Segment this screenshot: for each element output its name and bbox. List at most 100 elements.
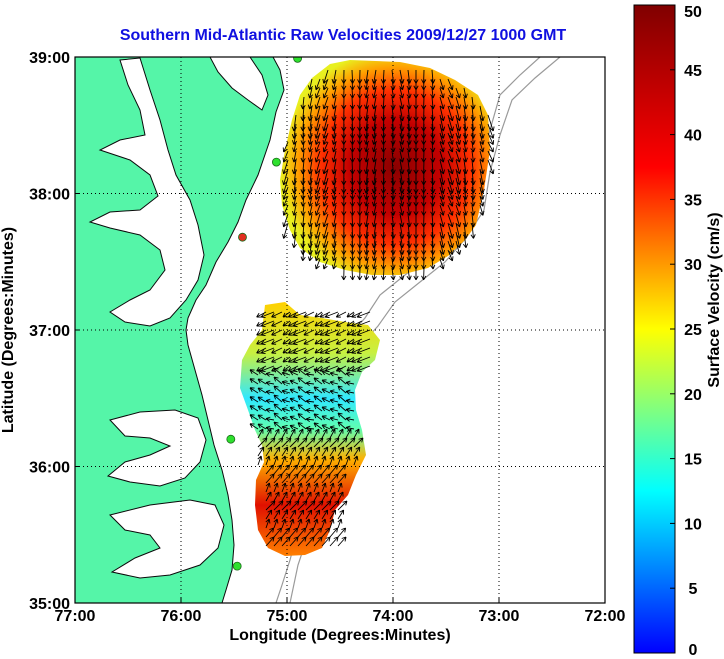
- velocity-arrow: [257, 428, 264, 439]
- velocity-arrow: [273, 376, 283, 385]
- velocity-arrow: [447, 150, 454, 163]
- velocity-arrow: [455, 213, 462, 228]
- velocity-arrow: [305, 464, 315, 475]
- velocity-arrow: [439, 213, 445, 228]
- velocity-arrow: [289, 509, 297, 520]
- velocity-arrow: [319, 329, 331, 336]
- velocity-arrow: [249, 387, 259, 394]
- velocity-arrow: [297, 446, 305, 457]
- velocity-arrow: [337, 527, 347, 538]
- velocity-arrow: [307, 87, 314, 99]
- velocity-arrow: [281, 527, 291, 538]
- velocity-arrow: [357, 267, 363, 281]
- velocity-arrow: [329, 428, 336, 439]
- velocity-arrow: [356, 311, 371, 319]
- velocity-arrow: [314, 338, 323, 345]
- velocity-arrow: [371, 249, 378, 262]
- velocity-arrow: [462, 150, 468, 163]
- velocity-arrow: [321, 428, 328, 439]
- velocity-arrow: [351, 320, 363, 327]
- radar-station-markers: [226, 57, 302, 571]
- velocity-arrow: [314, 213, 321, 228]
- velocity-arrow: [265, 380, 275, 386]
- velocity-arrow: [289, 527, 299, 538]
- velocity-arrow: [289, 446, 297, 457]
- radar-station-marker: [293, 57, 302, 63]
- velocity-arrow: [406, 204, 412, 216]
- velocity-arrow: [329, 398, 339, 404]
- velocity-arrow: [313, 536, 323, 547]
- velocity-arrow: [256, 347, 267, 354]
- velocity-arrow: [345, 371, 355, 377]
- velocity-arrow: [399, 249, 405, 262]
- colorbar-tick-label: 20: [684, 387, 702, 404]
- velocity-arrow: [314, 78, 321, 91]
- velocity-arrow: [455, 150, 461, 163]
- velocity-arrow: [356, 329, 371, 337]
- delaware-bay: [209, 57, 269, 111]
- velocity-arrow: [439, 186, 445, 200]
- velocity-arrow: [256, 338, 267, 345]
- velocity-arrow: [331, 258, 337, 270]
- velocity-arrow: [297, 482, 303, 493]
- velocity-arrow: [470, 141, 476, 153]
- velocity-arrow: [337, 385, 347, 394]
- velocity-arrow: [479, 141, 485, 153]
- velocity-arrow: [413, 267, 419, 281]
- velocity-arrow: [406, 195, 412, 207]
- velocity-arrow: [337, 500, 348, 511]
- velocity-arrow: [447, 249, 454, 262]
- velocity-arrow: [292, 329, 307, 337]
- velocity-arrow: [337, 464, 347, 475]
- velocity-arrow: [313, 386, 323, 394]
- velocity-arrow: [439, 78, 445, 91]
- velocity-arrow: [371, 204, 378, 216]
- velocity-arrow: [307, 78, 313, 91]
- velocity-arrow: [256, 311, 267, 318]
- velocity-arrow: [282, 329, 291, 336]
- velocity-arrow: [314, 96, 321, 110]
- velocity-arrow: [322, 258, 329, 270]
- velocity-arrow: [487, 123, 495, 139]
- velocity-arrow: [303, 320, 315, 327]
- velocity-arrow: [371, 87, 378, 99]
- velocity-arrow: [487, 141, 494, 153]
- southern-arrow-layer: [249, 311, 371, 547]
- velocity-arrow: [329, 473, 339, 484]
- velocity-arrow: [364, 258, 370, 270]
- velocity-arrow: [319, 311, 331, 318]
- velocity-arrow: [331, 249, 337, 262]
- velocity-arrow: [353, 455, 359, 466]
- velocity-arrow: [439, 141, 445, 153]
- velocity-arrow: [331, 150, 337, 163]
- velocity-arrow: [364, 87, 370, 99]
- velocity-arrow: [305, 380, 315, 387]
- velocity-arrow: [265, 518, 271, 529]
- velocity-arrow: [462, 231, 469, 249]
- colorbar-tick-label: 45: [684, 63, 702, 80]
- velocity-arrow: [351, 338, 363, 345]
- colorbar: [633, 4, 676, 654]
- x-axis-label: Longitude (Degrees:Minutes): [229, 627, 450, 644]
- velocity-arrow: [399, 150, 405, 163]
- velocity-arrow: [297, 536, 307, 547]
- radar-station-marker: [271, 157, 281, 167]
- velocity-arrow: [455, 195, 461, 207]
- colorbar-tick-label: 50: [684, 4, 702, 21]
- velocity-arrow: [313, 527, 323, 538]
- velocity-arrow: [337, 412, 347, 421]
- velocity-arrow: [329, 500, 340, 511]
- velocity-arrow: [399, 267, 405, 281]
- x-axis-ticks: 77:00 76:00 75:00 74:00 73:00 72:00: [55, 598, 626, 625]
- radar-station-marker: [238, 232, 247, 242]
- velocity-arrow: [356, 347, 371, 355]
- velocity-arrow: [257, 369, 267, 376]
- velocity-arrow: [345, 407, 355, 413]
- velocity-arrow: [271, 329, 283, 336]
- velocity-arrow: [364, 150, 370, 163]
- velocity-arrow: [314, 132, 321, 145]
- velocity-arrow: [289, 370, 299, 376]
- velocity-arrow: [260, 356, 275, 364]
- velocity-arrow: [351, 329, 363, 336]
- x-tick-label: 72:00: [585, 608, 626, 625]
